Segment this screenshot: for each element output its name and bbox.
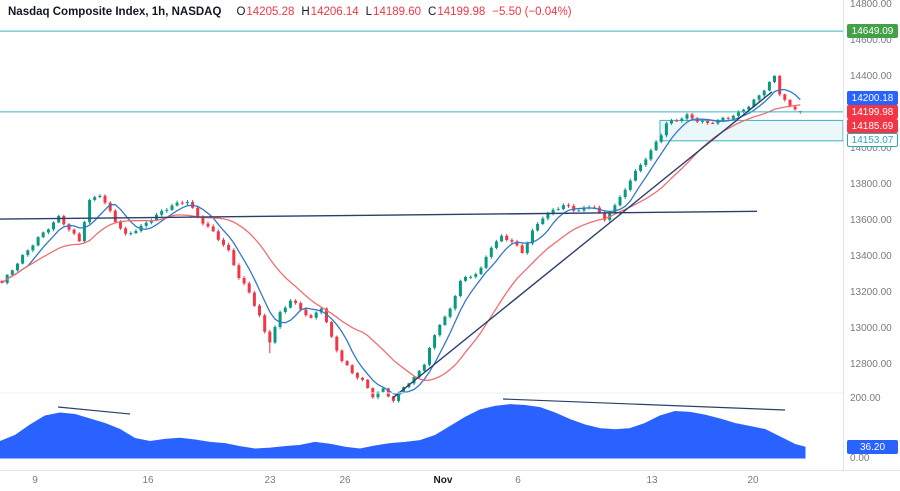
price-scale[interactable]: 14800.0014600.0014400.0014200.0014000.00… bbox=[843, 0, 900, 470]
close-label: C bbox=[428, 6, 437, 18]
price-tick-label: 14400.00 bbox=[850, 70, 892, 82]
ma-line-fast[interactable] bbox=[1, 88, 801, 396]
price-label-badge: 14185.69 bbox=[847, 119, 898, 133]
price-tick-label: 13800.00 bbox=[850, 178, 892, 190]
time-axis-label: 13 bbox=[646, 475, 658, 486]
chart-legend: Nasdaq Composite Index, 1h, NASDAQ O14205… bbox=[8, 6, 572, 18]
trendline[interactable] bbox=[0, 210, 758, 220]
price-label-badge: 14649.09 bbox=[847, 24, 898, 38]
time-axis-label: 9 bbox=[32, 475, 38, 486]
price-tick-label: 13200.00 bbox=[850, 286, 892, 298]
symbol-title[interactable]: Nasdaq Composite Index, 1h, NASDAQ bbox=[8, 6, 222, 18]
low-value: 14189.60 bbox=[373, 6, 422, 18]
high-value: 14206.14 bbox=[310, 6, 359, 18]
price-zone-rectangle[interactable] bbox=[659, 119, 844, 142]
trendline[interactable] bbox=[392, 91, 773, 399]
close-value: 14199.98 bbox=[437, 6, 486, 18]
low-label: L bbox=[365, 6, 373, 18]
price-tick-label: 13600.00 bbox=[850, 214, 892, 226]
change-value: −5.50 (−0.04%) bbox=[492, 6, 572, 18]
candles-layer bbox=[0, 75, 802, 403]
price-label-badge: 14200.18 bbox=[847, 91, 898, 105]
indicator-area[interactable] bbox=[0, 404, 806, 459]
price-tick-label: 13400.00 bbox=[850, 250, 892, 262]
indicator-trendline[interactable] bbox=[502, 398, 786, 411]
indicator-tick-label: 200.00 bbox=[850, 393, 881, 404]
time-axis-label: Nov bbox=[433, 475, 453, 486]
price-tick-label: 14600.00 bbox=[850, 34, 892, 46]
price-label-badge: 14153.07 bbox=[847, 133, 898, 147]
price-tick-label: 14000.00 bbox=[850, 142, 892, 154]
time-scale[interactable]: 9 16 23 26 Nov 6 13 20 bbox=[0, 470, 900, 491]
time-axis-label: 16 bbox=[142, 475, 154, 486]
time-axis-label: 23 bbox=[264, 475, 276, 486]
time-axis-label: 26 bbox=[339, 475, 351, 486]
ma-line-slow[interactable] bbox=[1, 104, 801, 381]
high-label: H bbox=[301, 6, 310, 18]
time-axis-label: 6 bbox=[515, 475, 521, 486]
price-tick-label: 12800.00 bbox=[850, 358, 892, 370]
open-value: 14205.28 bbox=[246, 6, 295, 18]
price-tick-label: 14800.00 bbox=[850, 0, 892, 10]
price-label-badge: 14199.98 bbox=[847, 105, 898, 119]
time-axis-label: 20 bbox=[747, 475, 759, 486]
indicator-tick-label: 0.00 bbox=[850, 453, 870, 464]
indicator-value-badge: 36.20 bbox=[847, 440, 898, 455]
price-tick-label: 13000.00 bbox=[850, 322, 892, 334]
indicator-trendline[interactable] bbox=[57, 406, 131, 415]
open-label: O bbox=[236, 6, 246, 18]
